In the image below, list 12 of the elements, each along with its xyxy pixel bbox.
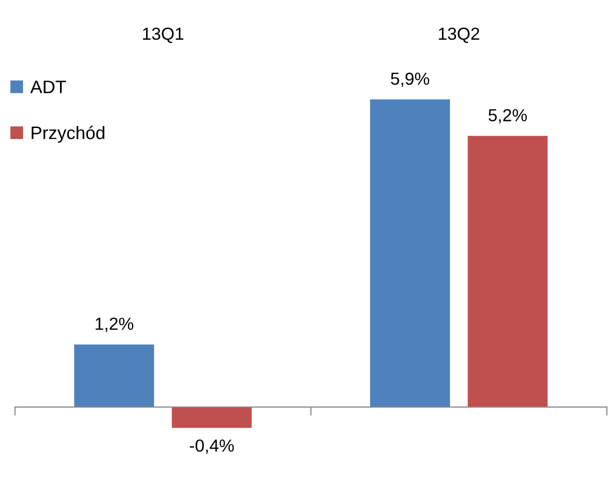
data-label: 1,2% [96,318,134,332]
bar [172,407,252,428]
data-label: 5,9% [390,72,430,87]
bar [74,344,154,408]
legend-label: Przychód [32,126,104,143]
x-tick-label: 13Q1 [143,28,184,44]
data-label: 5,2% [488,109,527,124]
legend-label: ADT [30,80,66,94]
x-tick-label: 13Q2 [438,28,480,44]
bar [370,99,450,408]
data-label: -0,4% [190,439,234,454]
bar [468,136,548,408]
